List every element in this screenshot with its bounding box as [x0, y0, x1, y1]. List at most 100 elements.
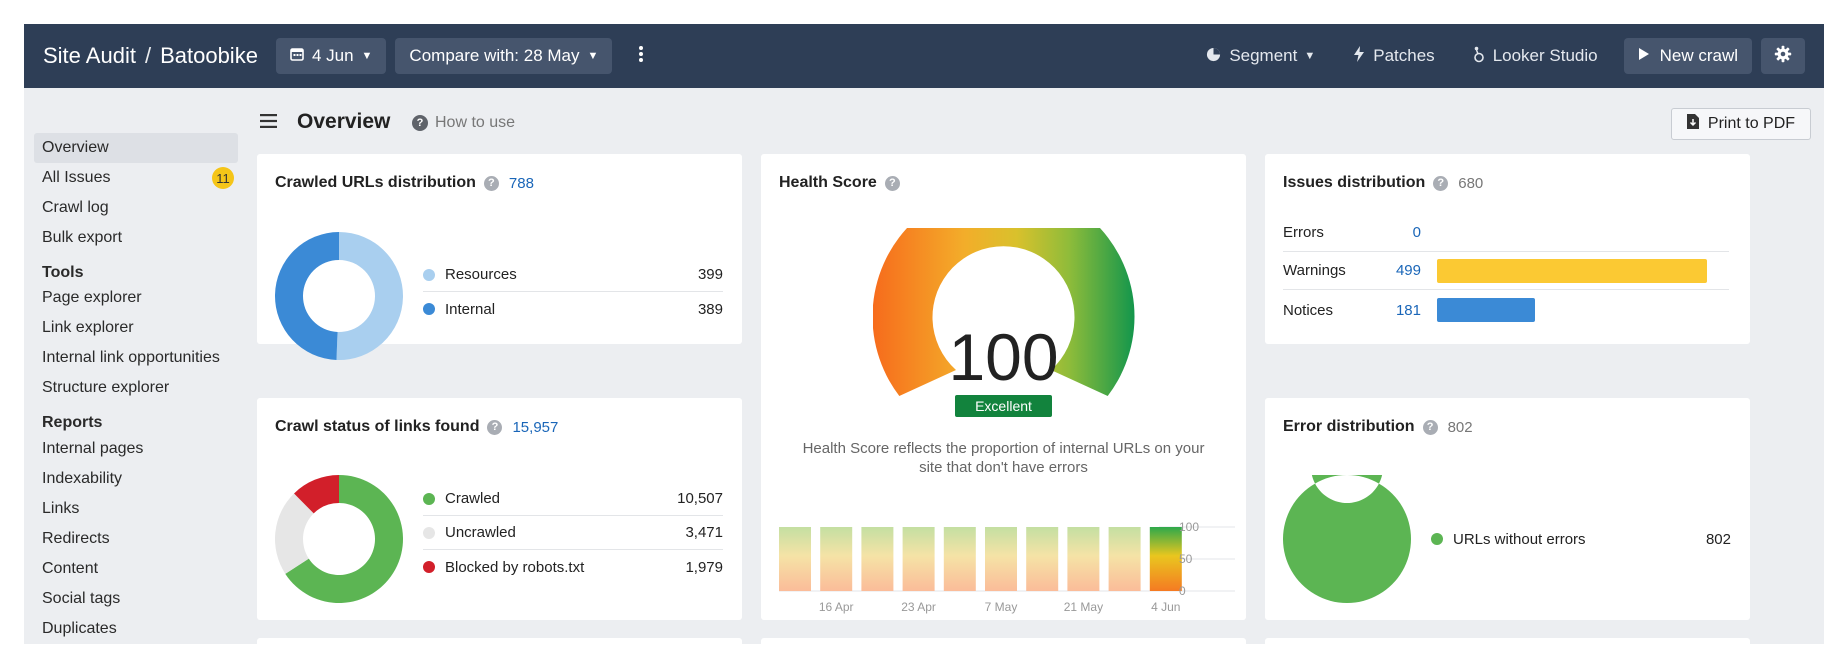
history-bar[interactable] [1067, 527, 1100, 591]
next-card [257, 638, 742, 644]
date-dropdown[interactable]: 4 Jun ▼ [275, 38, 387, 74]
sidebar-item-redirects[interactable]: Redirects [34, 524, 238, 554]
x-tick-label: 7 May [985, 600, 1018, 614]
sidebar-item-label: Links [42, 500, 80, 517]
health-score-card: Health Score ? 100 Excellent Health Scor… [761, 154, 1246, 620]
health-description: Health Score reflects the proportion of … [761, 439, 1246, 477]
sidebar-item-label: Overview [42, 139, 109, 156]
more-options-icon[interactable] [638, 45, 644, 68]
date-label: 4 Jun [311, 46, 354, 65]
how-to-use-link[interactable]: ? How to use [412, 114, 515, 132]
sidebar-item-link-explorer[interactable]: Link explorer [34, 313, 238, 343]
sidebar-item-internal-pages[interactable]: Internal pages [34, 434, 238, 464]
segment-label: Segment [1229, 46, 1298, 65]
issue-count[interactable]: 181 [1395, 301, 1421, 319]
issue-row-warnings[interactable]: Warnings 499 [1283, 252, 1729, 290]
project-name[interactable]: Batoobike [160, 43, 258, 68]
legend-row-crawled[interactable]: Crawled 10,507 [423, 482, 723, 516]
legend-dot [423, 561, 435, 573]
crawl-status-donut [275, 475, 403, 603]
sidebar-item-structure-explorer[interactable]: Structure explorer [34, 373, 238, 403]
donut-slice-2[interactable] [294, 475, 339, 514]
issue-row-errors[interactable]: Errors 0 [1283, 214, 1729, 252]
compare-dropdown[interactable]: Compare with: 28 May ▼ [395, 38, 613, 74]
crawled-urls-total[interactable]: 788 [508, 174, 534, 192]
x-tick-label: 16 Apr [819, 600, 854, 614]
legend-row-uncrawled[interactable]: Uncrawled 3,471 [423, 516, 723, 550]
history-bar[interactable] [943, 527, 976, 591]
issues-distribution-card: Issues distribution ? 680 Errors 0 Warni… [1265, 154, 1750, 344]
crawl-status-total[interactable]: 15,957 [512, 418, 559, 436]
sidebar-item-page-explorer[interactable]: Page explorer [34, 283, 238, 313]
looker-icon [1473, 46, 1485, 67]
legend-row-resources[interactable]: Resources 399 [423, 258, 723, 292]
site-audit-link[interactable]: Site Audit [43, 43, 136, 68]
sidebar-item-label: Indexability [42, 470, 123, 487]
legend-row-blocked[interactable]: Blocked by robots.txt 1,979 [423, 550, 723, 584]
legend-row-urls-without-errors[interactable]: URLs without errors 802 [1431, 522, 1731, 556]
crawled-urls-donut [275, 232, 403, 360]
legend-value: 389 [697, 300, 723, 318]
compare-label: Compare with: 28 May [409, 46, 580, 65]
print-to-pdf-button[interactable]: Print to PDF [1671, 108, 1811, 140]
sidebar-item-duplicates[interactable]: Duplicates [34, 614, 238, 644]
health-history-chart: 100 50 0 16 Apr 23 Apr 7 May 21 May 4 Jun [779, 520, 1235, 614]
history-bar[interactable] [1108, 527, 1141, 591]
donut-slice-0[interactable] [1283, 475, 1411, 603]
menu-toggle-icon[interactable] [260, 114, 277, 133]
legend-dot [423, 303, 435, 315]
sidebar-item-label: Bulk export [42, 229, 123, 246]
patches-link[interactable]: Patches [1353, 46, 1435, 66]
error-distribution-donut [1283, 475, 1411, 603]
sidebar-item-label: Page explorer [42, 289, 142, 306]
legend-dot [423, 526, 435, 539]
history-bar[interactable] [902, 527, 935, 591]
legend-label: Blocked by robots.txt [445, 558, 585, 576]
gauge-arc [873, 228, 1135, 396]
issue-count[interactable]: 0 [1412, 224, 1421, 241]
sidebar-item-overview[interactable]: Overview [34, 133, 238, 163]
sidebar-item-content[interactable]: Content [34, 554, 238, 584]
help-icon[interactable]: ? [1433, 175, 1449, 191]
history-bar[interactable] [1026, 527, 1059, 591]
issue-count[interactable]: 499 [1395, 262, 1421, 279]
donut-slice-0[interactable] [285, 475, 403, 603]
help-icon[interactable]: ? [884, 175, 900, 191]
new-crawl-button[interactable]: New crawl [1623, 38, 1752, 74]
help-icon[interactable]: ? [487, 419, 503, 435]
sidebar-item-label: All Issues [42, 169, 111, 186]
sidebar-item-label: Link explorer [42, 319, 134, 336]
sidebar-item-crawl-log[interactable]: Crawl log [34, 193, 238, 223]
sidebar-item-social-tags[interactable]: Social tags [34, 584, 238, 614]
history-bar[interactable] [861, 527, 894, 591]
y-tick-label: 50 [1179, 552, 1193, 566]
looker-studio-link[interactable]: Looker Studio [1473, 46, 1598, 67]
legend-label: URLs without errors [1453, 530, 1586, 548]
sidebar-item-indexability[interactable]: Indexability [34, 464, 238, 494]
next-card [1265, 638, 1750, 644]
sidebar-item-bulk-export[interactable]: Bulk export [34, 223, 238, 253]
legend-value: 3,471 [685, 524, 723, 541]
legend-dot [423, 268, 435, 281]
history-bar[interactable] [985, 527, 1017, 591]
sidebar-item-all-issues[interactable]: All Issues 11 [34, 163, 238, 193]
health-score-title: Health Score ? [779, 174, 900, 192]
donut-slice-1[interactable] [275, 493, 314, 574]
sidebar-item-internal-link-opportunities[interactable]: Internal link opportunities [34, 343, 238, 373]
history-bar[interactable] [779, 527, 811, 591]
donut-slice-0[interactable] [336, 232, 403, 360]
app-title: Site Audit / Batoobike [43, 43, 258, 69]
segment-dropdown[interactable]: Segment ▼ [1206, 46, 1315, 66]
sidebar-item-links[interactable]: Links [34, 494, 238, 524]
history-bar[interactable] [1149, 527, 1182, 591]
help-icon[interactable]: ? [1422, 419, 1438, 435]
history-bar[interactable] [820, 527, 853, 591]
donut-slice-1[interactable] [275, 232, 339, 360]
settings-button[interactable] [1761, 38, 1805, 74]
patches-label: Patches [1373, 46, 1435, 65]
legend-value: 399 [697, 266, 723, 283]
help-icon[interactable]: ? [483, 175, 499, 191]
legend-row-internal[interactable]: Internal 389 [423, 292, 723, 326]
issue-row-notices[interactable]: Notices 181 [1283, 291, 1729, 329]
health-rating-badge: Excellent [955, 395, 1052, 417]
